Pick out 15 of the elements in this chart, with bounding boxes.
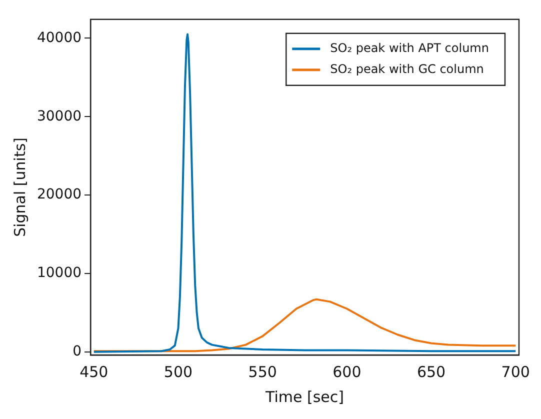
y-axis-title: Signal [units] — [10, 137, 29, 237]
x-axis-title: Time [sec] — [264, 388, 344, 406]
y-tick-label: 30000 — [36, 108, 82, 124]
y-tick-label: 0 — [72, 344, 82, 360]
y-tick-label: 10000 — [36, 265, 82, 282]
legend-label: SO₂ peak with GC column — [330, 62, 484, 76]
y-tick-label: 40000 — [36, 30, 82, 46]
x-tick-label: 600 — [332, 362, 362, 381]
x-tick-label: 500 — [164, 362, 193, 381]
x-tick-label: 450 — [80, 362, 108, 381]
x-tick-label: 650 — [416, 362, 446, 381]
y-tick-label: 20000 — [36, 186, 82, 203]
x-tick-label: 550 — [248, 362, 277, 381]
legend-label: SO₂ peak with APT column — [330, 41, 489, 56]
x-tick-label: 700 — [501, 362, 530, 381]
